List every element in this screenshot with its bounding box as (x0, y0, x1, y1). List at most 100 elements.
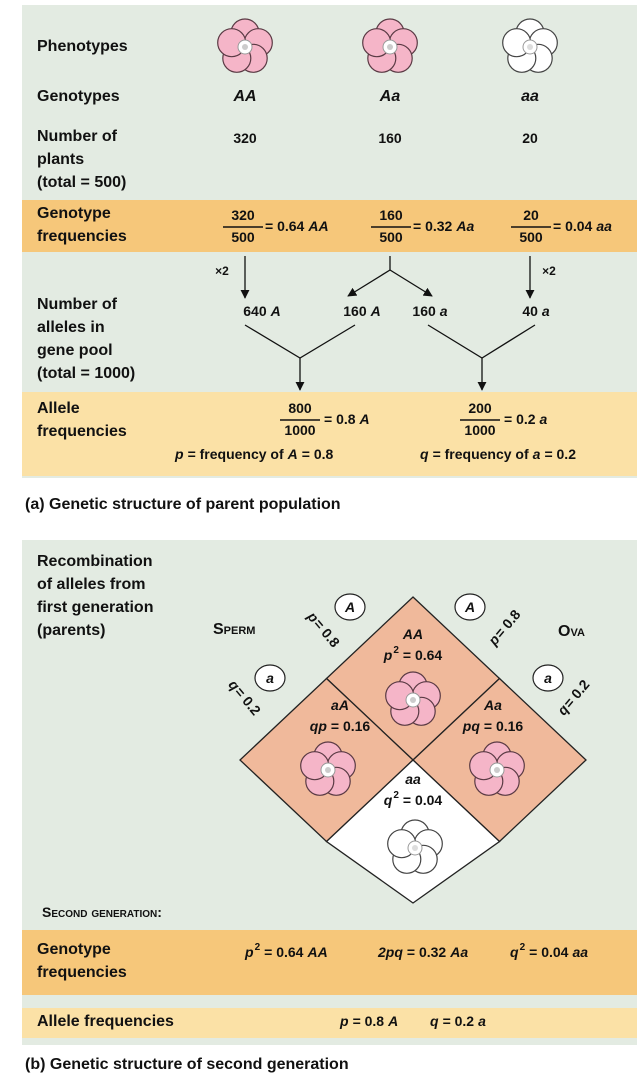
text-part: first generation (37, 599, 153, 616)
text-part: = 0.8 (302, 446, 334, 462)
allele-count: 640 A (243, 303, 280, 319)
text-part: 320 (233, 130, 257, 146)
row-label: Number of (37, 128, 118, 145)
cell-genotype: aa (405, 771, 421, 787)
text-part: a (533, 446, 541, 462)
text-part: A (464, 599, 475, 615)
text-part: 160 (343, 303, 367, 319)
text-part: 160 (379, 207, 403, 223)
plant-count: 160 (378, 130, 402, 146)
text-part: ×2 (215, 264, 229, 278)
row-label: Genotypes (37, 88, 120, 105)
frequency: q2 = 0.04 aa (510, 942, 588, 960)
cell-frequency: q2 = 0.04 (384, 790, 443, 808)
text-part: Second generation: (42, 904, 162, 920)
text-part: Aa (455, 218, 474, 234)
text-part: 2pq (377, 944, 403, 960)
row-label: Genotype (37, 205, 111, 222)
text-part: a (266, 670, 274, 686)
frequency: p2 = 0.64 AA (244, 942, 328, 960)
row-label: gene pool (37, 342, 113, 359)
genotype: aa (521, 88, 539, 105)
text-part: p (339, 1013, 349, 1029)
ova-label: Ova (558, 623, 585, 640)
text-part: A (359, 411, 370, 427)
text-part: Aa (483, 697, 502, 713)
text-part: aA (331, 697, 349, 713)
numerator: 160 (379, 207, 403, 223)
text-part: 20 (523, 207, 539, 223)
text-part: q (384, 792, 393, 808)
text-part: 640 (243, 303, 267, 319)
text-part: Genotype (37, 205, 111, 222)
row-label: (total = 500) (37, 174, 126, 191)
text-part: = 0.64 (264, 944, 304, 960)
text-part: a (440, 303, 448, 319)
text-part: = frequency of (188, 446, 284, 462)
text-part: A (387, 1013, 398, 1029)
row-label: frequencies (37, 423, 127, 440)
plant-count: 20 (522, 130, 538, 146)
text-part: Recombination (37, 553, 153, 570)
frequency: = 0.64 AA (265, 218, 329, 234)
text-part: (parents) (37, 622, 105, 639)
denominator: 500 (519, 229, 543, 245)
frequency: = 0.2 a (504, 411, 548, 427)
text-part: 200 (468, 400, 492, 416)
text-part: Allele (37, 400, 80, 417)
text-part: Aa (449, 944, 468, 960)
text-part: of alleles from (37, 576, 145, 593)
text-part: 500 (379, 229, 403, 245)
frequency-definition: p = frequency of A = 0.8 (174, 446, 334, 462)
text-part: = 0.2 (504, 411, 536, 427)
text-part: qp (310, 718, 328, 734)
text-part: 160 (412, 303, 436, 319)
text-part: = 0.2 (544, 446, 576, 462)
text-part: ×2 (542, 264, 556, 278)
plant-count: 320 (233, 130, 257, 146)
caption: (b) Genetic structure of second generati… (25, 1056, 349, 1073)
gamete-allele: a (266, 670, 274, 686)
text-part: frequencies (37, 423, 127, 440)
text-part: = 0.04 (529, 944, 569, 960)
text-part: = 0.8 (353, 1013, 385, 1029)
cell-genotype: AA (402, 626, 423, 642)
text-part: Allele frequencies (37, 1013, 174, 1030)
gamete-circles (254, 593, 564, 692)
text-part: 500 (519, 229, 543, 245)
row-label: Allele (37, 400, 80, 417)
heading: Recombination (37, 553, 153, 570)
text-part: 800 (288, 400, 312, 416)
denominator: 500 (379, 229, 403, 245)
denominator: 1000 (284, 422, 315, 438)
text-part: Phenotypes (37, 38, 128, 55)
text-part: (total = 1000) (37, 365, 135, 382)
numerator: 800 (288, 400, 312, 416)
text-part: = 0.64 (403, 647, 443, 663)
text-part: = 0.04 (553, 218, 593, 234)
text-part: A (287, 446, 298, 462)
text-part: aa (596, 218, 612, 234)
text-part: p (244, 944, 254, 960)
arrows (240, 256, 536, 391)
numerator: 20 (523, 207, 539, 223)
text-part: 1000 (284, 422, 315, 438)
genotype: AA (232, 88, 256, 105)
text-part: = frequency of (433, 446, 529, 462)
multiplier: ×2 (215, 264, 229, 278)
text-part: a (478, 1013, 486, 1029)
text-part: = 0.2 (443, 1013, 475, 1029)
text-part: q (510, 944, 519, 960)
cell-frequency: pq = 0.16 (462, 718, 524, 734)
denominator: 500 (231, 229, 255, 245)
text-part: q (430, 1013, 439, 1029)
text-part: 2 (393, 790, 399, 801)
text-part: Genotype (37, 941, 111, 958)
text-part: 2 (393, 645, 399, 656)
text-part: aa (521, 88, 539, 105)
allele-count: 160 a (412, 303, 447, 319)
text-part: 40 (522, 303, 538, 319)
allele-count: 160 A (343, 303, 380, 319)
text-part: = 0.16 (331, 718, 371, 734)
text-part: 160 (378, 130, 402, 146)
